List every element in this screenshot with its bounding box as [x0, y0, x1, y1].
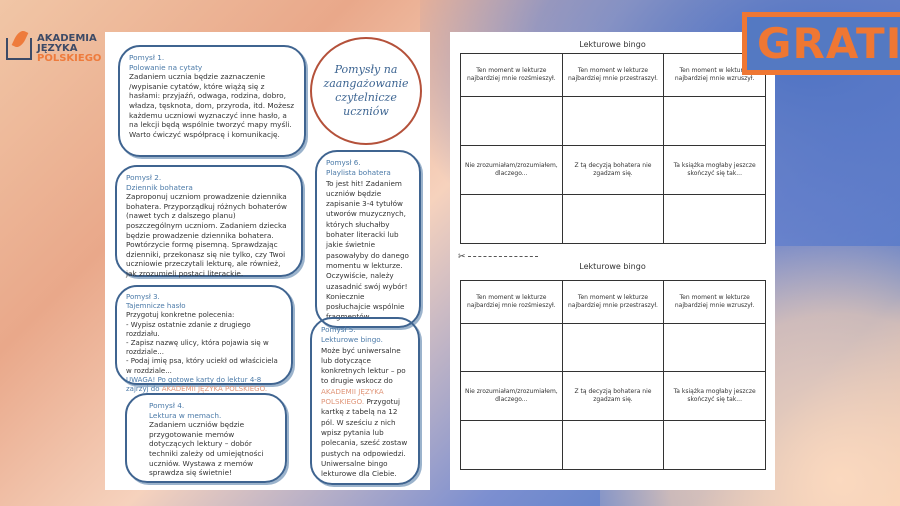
bingo-page: Lekturowe bingo Ten moment w lekturze na…	[450, 32, 775, 490]
table-row: Ten moment w lekturze najbardziej mnie r…	[460, 280, 766, 324]
idea-1: Pomysł 1. Polowanie na cytaty Zadaniem u…	[118, 45, 306, 157]
idea-name: Dziennik bohatera	[126, 182, 193, 192]
table-row: Nie zrozumiałam/zrozumiałem, dlaczego...…	[460, 371, 766, 421]
bingo-cell	[460, 420, 563, 470]
academy-link[interactable]: AKADEMII JĘZYKA POLSKIEGO.	[161, 385, 268, 394]
bingo-cell	[663, 96, 766, 146]
idea-2: Pomysł 2. Dziennik bohatera Zaproponuj u…	[115, 165, 303, 278]
bingo-cell	[561, 194, 665, 244]
logo: AKADEMIA JĘZYKA POLSKIEGO	[6, 34, 101, 64]
book-quill-icon	[6, 38, 32, 60]
gratis-badge: GRATIS	[742, 12, 900, 75]
bingo-cell: Z tą decyzją bohatera nie zgadzam się.	[561, 145, 665, 195]
bingo-cell: Z tą decyzją bohatera nie zgadzam się.	[561, 371, 665, 421]
idea-item: - Wypisz ostatnie zdanie z drugiego rozd…	[126, 320, 251, 338]
table-row	[460, 96, 766, 146]
idea-number: Pomysł 1.	[129, 53, 165, 62]
bingo-cell	[663, 323, 766, 372]
bingo-cell: Ten moment w lekturze najbardziej mnie r…	[460, 53, 563, 97]
bingo-cell: Ten moment w lekturze najbardziej mnie p…	[561, 53, 665, 97]
bingo-cell: Nie zrozumiałam/zrozumiałem, dlaczego...	[460, 145, 563, 195]
bingo-cell: Nie zrozumiałam/zrozumiałem, dlaczego...	[460, 371, 563, 421]
bingo-table: Ten moment w lekturze najbardziej mnie r…	[460, 53, 766, 244]
idea-text: Zaproponuj uczniom prowadzenie dziennika…	[126, 192, 287, 278]
bingo-cell: Ten moment w lekturze najbardziej mnie w…	[663, 280, 766, 324]
bingo-cell	[460, 323, 563, 372]
idea-number: Pomysł 2.	[126, 173, 162, 182]
idea-text: Zadaniem uczniów będzie przygotowanie me…	[149, 420, 264, 478]
logo-line3: POLSKIEGO	[37, 53, 102, 64]
bingo-cell: Ten moment w lekturze najbardziej mnie p…	[561, 280, 665, 324]
table-row	[460, 194, 766, 244]
bingo-cell	[663, 420, 766, 470]
idea-name: Playlista bohatera	[326, 168, 391, 178]
academy-link[interactable]: AKADEMII JĘZYKA POLSKIEGO.	[321, 386, 384, 407]
idea-3: Pomysł 3. Tajemnicze hasło Przygotuj kon…	[115, 285, 293, 393]
idea-text: Przygotuj konkretne polecenia:	[126, 311, 235, 320]
idea-name: Lektura w memach.	[149, 410, 222, 420]
cut-line: ✂	[458, 252, 548, 262]
idea-text: Przygotuj kartkę z tabelą na 12 pól. W s…	[321, 397, 408, 479]
table-row: Ten moment w lekturze najbardziej mnie r…	[460, 53, 766, 97]
idea-number: Pomysł 6.	[326, 158, 361, 167]
bingo-cell	[561, 96, 665, 146]
idea-number: Pomysł 5.	[321, 325, 356, 334]
scissors-icon: ✂	[458, 252, 466, 262]
bingo-title: Lekturowe bingo	[579, 262, 646, 271]
page-title: Pomysły na zaangażowanie czytelnicze ucz…	[310, 37, 422, 145]
bingo-cell: Ten moment w lekturze najbardziej mnie r…	[460, 280, 563, 324]
idea-text: Może być uniwersalne lub dotyczące konkr…	[321, 345, 406, 386]
table-row: Nie zrozumiałam/zrozumiałem, dlaczego...…	[460, 145, 766, 195]
idea-item: - Zapisz nazwę ulicy, która pojawia się …	[126, 339, 269, 357]
idea-item: - Podaj imię psa, który uciekł od właści…	[126, 357, 278, 375]
idea-6: Pomysł 6. Playlista bohatera To jest hit…	[315, 150, 421, 328]
idea-extra: Warto ćwiczyć współpracę i komunikację.	[129, 129, 280, 139]
idea-text: Zadaniem ucznia będzie zaznaczenie /wypi…	[129, 72, 295, 130]
logo-line1: AKADEMIA	[37, 33, 97, 44]
idea-5: Pomysł 5. Lekturowe bingo. Może być uniw…	[310, 317, 420, 485]
idea-note: UWAGA! Po gotowe karty do lektur 4-8 zaj…	[126, 375, 262, 394]
idea-name: Lekturowe bingo.	[321, 335, 383, 345]
bingo-cell: Ta książka mogłaby jeszcze skończyć się …	[663, 145, 766, 195]
idea-number: Pomysł 3.	[126, 293, 160, 301]
idea-name: Polowanie na cytaty	[129, 62, 203, 72]
ideas-page: Pomysł 1. Polowanie na cytaty Zadaniem u…	[105, 32, 430, 490]
bingo-cell	[663, 194, 766, 244]
idea-number: Pomysł 4.	[149, 401, 185, 410]
bingo-cell: Ta książka mogłaby jeszcze skończyć się …	[663, 371, 766, 421]
idea-name: Tajemnicze hasło	[126, 302, 186, 311]
bingo-cell	[561, 323, 665, 372]
table-row	[460, 323, 766, 372]
bingo-title: Lekturowe bingo	[579, 40, 646, 49]
bingo-table: Ten moment w lekturze najbardziej mnie r…	[460, 280, 766, 470]
idea-4: Pomysł 4. Lektura w memach. Zadaniem ucz…	[125, 393, 287, 483]
bingo-cell	[460, 194, 563, 244]
bingo-cell	[460, 96, 563, 146]
idea-text: To jest hit! Zadaniem uczniów będzie zap…	[326, 178, 409, 322]
table-row	[460, 420, 766, 470]
bingo-cell	[561, 420, 665, 470]
logo-line2: JĘZYKA	[37, 43, 78, 54]
